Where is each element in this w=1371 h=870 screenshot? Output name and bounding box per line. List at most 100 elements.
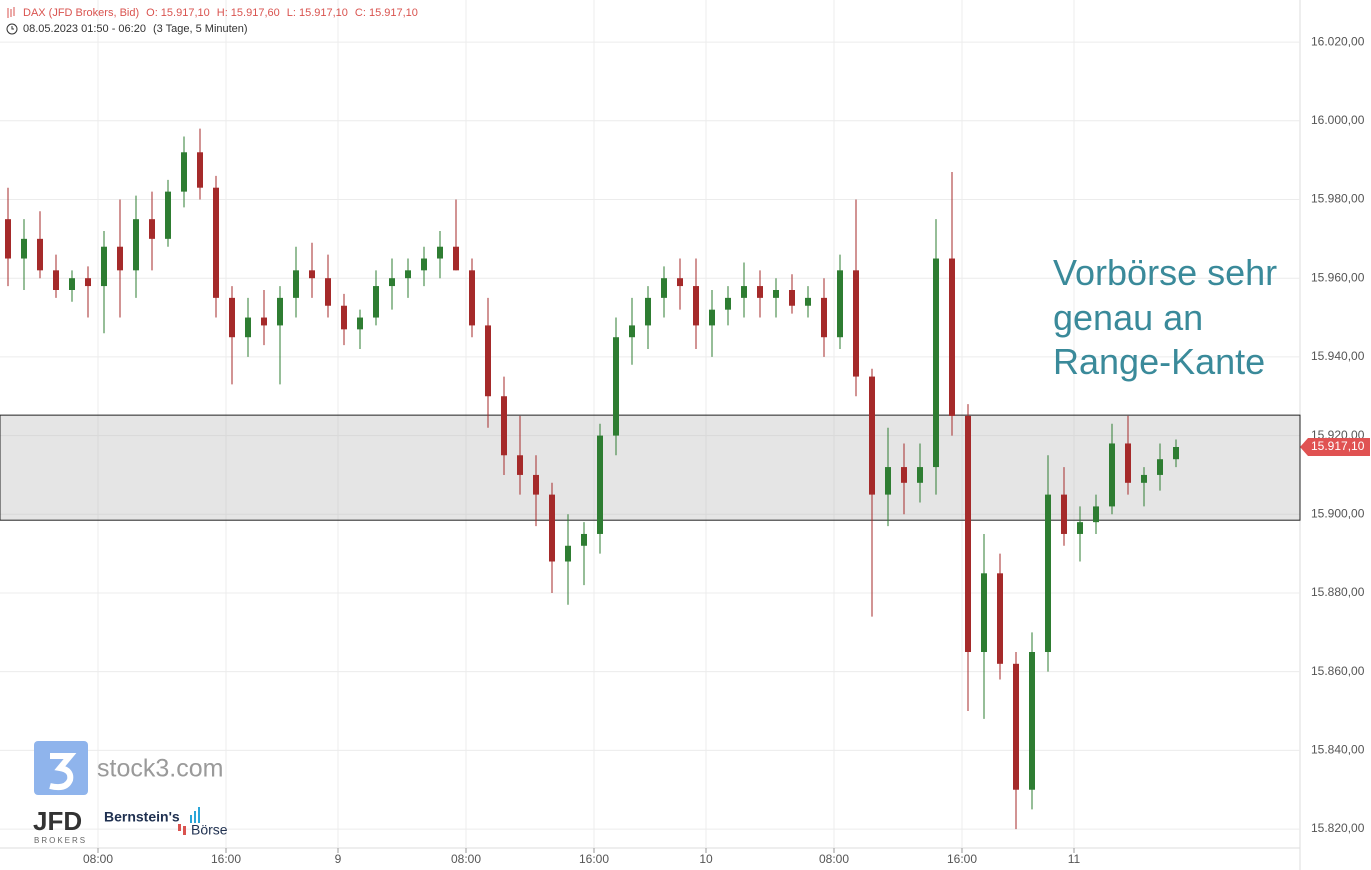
candle-body [549,494,555,562]
candle [693,258,699,350]
candle-body [949,258,955,416]
candle [837,254,843,350]
candle [757,270,763,318]
candle [389,258,395,310]
candle-body [581,533,587,546]
labels: 15.820,00 15.840,00 15.860,00 15.880,00 15.9… [83,34,1370,866]
candle-body [389,278,395,287]
candle-body [1173,447,1179,460]
logo-text: BROKERS [34,836,87,845]
candle [1013,652,1019,830]
candle [325,254,331,318]
candle [613,317,619,456]
x-tick-label: 08:00 [819,852,849,866]
candle [469,258,475,338]
candle-body [901,467,907,483]
candle [245,297,251,357]
candle-body [373,286,379,318]
candle [517,415,523,495]
candle [629,297,635,365]
candle [149,191,155,271]
candle [917,443,923,503]
candle [741,262,747,318]
candle [277,286,283,385]
candle-body [629,325,635,338]
candle [1093,494,1099,534]
candle-body [1093,506,1099,523]
ohlc-label: L: 15.917,10 [287,7,348,19]
annotation: Range-Kante [1053,341,1265,382]
candle [1125,415,1131,495]
candle [229,286,235,385]
last-price-tag [1300,438,1370,457]
candle-body [421,258,427,271]
candle-body [1045,494,1051,653]
candle [1157,443,1163,491]
x-tick-label: 08:00 [451,852,481,866]
bernstein-icon [178,807,200,835]
y-tick-label: 15.880,00 [1311,585,1365,599]
candle-body [453,246,459,271]
y-tick-label: 15.900,00 [1311,506,1365,520]
y-tick-label: 15.860,00 [1311,664,1365,678]
clock-hand [11,26,14,30]
last-price-label: 15.917,10 [1311,439,1365,453]
candle-body [645,297,651,326]
candle-body [597,435,603,534]
candle-body [693,286,699,326]
candle [1109,423,1115,515]
grid [0,0,1300,848]
candle-body [197,152,203,188]
candle-body [485,325,491,397]
candle-body [805,297,811,306]
candle [1077,506,1083,562]
candle [421,246,427,287]
candle [661,266,667,318]
candle-body [1157,459,1163,475]
candle-body [917,467,923,483]
candle-body [69,278,75,290]
candle-body [309,270,315,279]
candle-body [357,317,363,330]
candle [261,290,267,346]
candle-body [277,297,283,326]
candle [645,286,651,350]
candle [341,293,347,346]
candle-body [437,246,443,259]
candle [677,258,683,310]
header-icon [7,7,15,18]
candle-body [1061,494,1067,534]
candle [309,242,315,298]
candle-body [469,270,475,326]
candle-body [709,309,715,326]
candle [549,482,555,593]
candle [181,136,187,208]
candle [933,219,939,495]
candle [901,443,907,515]
candle [165,179,171,247]
candle [21,219,27,290]
candle [37,211,43,279]
candle-body [133,219,139,271]
candle [85,266,91,318]
candle [5,187,11,287]
candle [1045,455,1051,672]
candle-body [5,219,11,259]
y-tick-label: 15.820,00 [1311,821,1365,835]
candle-body [101,246,107,287]
x-tick-label: 08:00 [83,852,113,866]
candle [453,199,459,271]
candle [69,270,75,302]
candle-body [613,337,619,436]
subtitle: 08.05.2023 01:50 - 06:20 [23,23,146,35]
logo-text: JFD [33,806,82,836]
candle-body [117,246,123,271]
candle [821,278,827,357]
candle [373,270,379,326]
candle-body [213,187,219,298]
candle-body [853,270,859,377]
candle-body [837,270,843,338]
candle-body [677,278,683,287]
